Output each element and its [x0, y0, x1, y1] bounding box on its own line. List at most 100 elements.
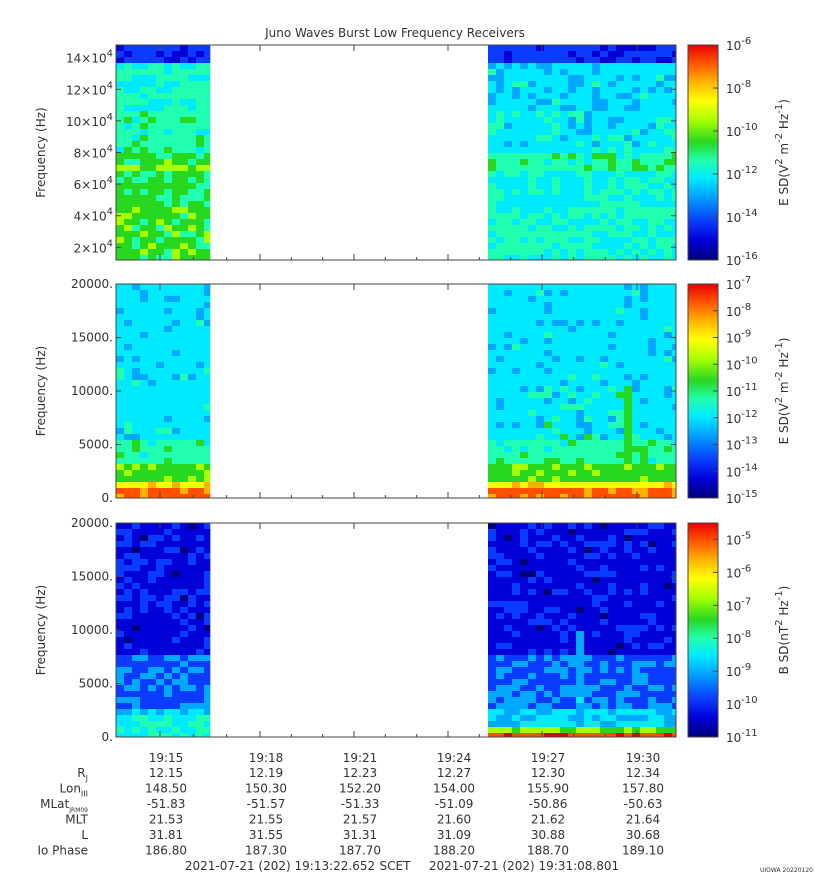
footer-start-time: 2021-07-21 (202) 19:13:22.652	[185, 859, 375, 873]
colorbar-tick-label: 10-10	[726, 355, 758, 372]
ephemeris-value: 12.15	[149, 766, 183, 780]
ephemeris-value: 157.80	[622, 782, 664, 796]
x-tick-label: 19:18	[249, 751, 284, 765]
x-tick-label: 19:27	[531, 751, 566, 765]
colorbar-tick-label: 10-5	[726, 530, 751, 547]
colorbar-tick-label: 10-6	[726, 36, 751, 53]
ephemeris-value: 12.19	[249, 766, 283, 780]
spectrogram-panels: 2×104 4×104 6×104 8×104 10×104 12×104 14×104 Fr…	[34, 36, 791, 745]
y-tick-label: 15000.	[71, 570, 113, 584]
colorbar-tick-label: 10-14	[726, 462, 758, 479]
colorbar-tick-label: 10-8	[726, 302, 751, 319]
ephemeris-table: RJ 12.15 12.19 12.23 12.27 12.30 12.34 LonIII 14…	[37, 766, 664, 858]
ephemeris-value: -51.57	[247, 797, 286, 811]
colorbar-tick-label: 10-11	[726, 728, 758, 745]
y-axis-label: Frequency (Hz)	[34, 107, 48, 198]
y-axis-label: Frequency (Hz)	[34, 346, 48, 437]
ephemeris-value: 188.20	[433, 844, 475, 858]
ephemeris-value: 31.09	[437, 828, 471, 842]
x-tick-label: 19:30	[626, 751, 661, 765]
panel-e-field-high: 2×104 4×104 6×104 8×104 10×104 12×104 14×104 Fr…	[34, 36, 791, 268]
colorbar-tick-label: 10-6	[726, 563, 751, 580]
y-tick-label: 5000.	[79, 438, 113, 452]
colorbar-tick-label: 10-8	[726, 79, 751, 96]
footer-stamp: UIOWA 20220120	[760, 867, 813, 874]
spectrogram-data-block-2	[488, 45, 677, 261]
ephemeris-value: 12.30	[531, 766, 565, 780]
ephemeris-value: 186.80	[145, 844, 187, 858]
ephemeris-value: 187.30	[245, 844, 287, 858]
colorbar-tick-label: 10-8	[726, 629, 751, 646]
y-axis-label: Frequency (Hz)	[34, 585, 48, 676]
y-tick-label: 14×104	[66, 49, 113, 66]
ephemeris-value: 21.53	[149, 813, 183, 827]
ephemeris-value: 152.20	[339, 782, 381, 796]
y-tick-label: 15000.	[71, 331, 113, 345]
y-tick-label: 8×104	[74, 144, 113, 161]
ephemeris-value: 150.30	[245, 782, 287, 796]
ephemeris-value: 30.88	[531, 828, 565, 842]
spectrogram-data-block-1	[116, 45, 211, 261]
colorbar-label: E SD(V2 m-2 Hz-1)	[774, 338, 791, 445]
ephemeris-value: -50.63	[624, 797, 663, 811]
y-tick-label: 10000.	[71, 384, 113, 398]
ephemeris-value: 30.68	[626, 828, 660, 842]
footer-end-time: 2021-07-21 (202) 19:31:08.801	[429, 859, 619, 873]
ephemeris-value: 155.90	[527, 782, 569, 796]
ephemeris-value: -51.33	[341, 797, 380, 811]
ephemeris-row-label: RJ	[77, 766, 88, 783]
spectrogram-data-block-2	[488, 523, 677, 738]
spectrogram-data-block-2	[488, 284, 677, 499]
ephemeris-value: 31.55	[249, 828, 283, 842]
spectrogram-data-block-1	[116, 523, 211, 738]
ephemeris-value: -51.83	[147, 797, 186, 811]
colorbar-tick-label: 10-14	[726, 208, 758, 225]
ephemeris-row-label: MLT	[65, 813, 88, 827]
ephemeris-value: 21.60	[437, 813, 471, 827]
ephemeris-value: -50.86	[529, 797, 568, 811]
ephemeris-value: 21.55	[249, 813, 283, 827]
colorbar-label: E SD(V2 m-2 Hz-1)	[774, 99, 791, 206]
footer-scet-label: SCET	[380, 859, 412, 873]
ephemeris-value: -51.09	[435, 797, 474, 811]
x-tick-label: 19:21	[343, 751, 378, 765]
y-tick-label: 5000.	[79, 677, 113, 691]
ephemeris-value: 12.23	[343, 766, 377, 780]
colorbar-tick-label: 10-10	[726, 695, 758, 712]
colorbar-tick-label: 10-10	[726, 122, 758, 139]
ephemeris-row-label: Io Phase	[37, 844, 88, 858]
y-tick-label: 10000.	[71, 623, 113, 637]
ephemeris-value: 12.27	[437, 766, 471, 780]
panel-b-field: 0. 5000. 10000. 15000. 20000. Frequency (Hz) 1…	[34, 516, 791, 745]
ephemeris-value: 21.64	[626, 813, 660, 827]
colorbar-tick-label: 10-13	[726, 436, 758, 453]
colorbar-tick-label: 10-15	[726, 489, 758, 506]
spectrogram-data-block-1	[116, 284, 211, 499]
ephemeris-row-label: MLatJRM09	[40, 797, 88, 814]
y-tick-label: 12×104	[66, 80, 113, 97]
colorbar-tick-label: 10-12	[726, 165, 758, 182]
ephemeris-value: 31.81	[149, 828, 183, 842]
y-tick-label: 4×104	[74, 207, 113, 224]
x-tick-label: 19:24	[437, 751, 472, 765]
x-tick-label: 19:15	[149, 751, 184, 765]
ephemeris-value: 188.70	[527, 844, 569, 858]
colorbar-label: B SD(nT2 Hz-1)	[774, 586, 791, 675]
ephemeris-value: 148.50	[145, 782, 187, 796]
y-tick-label: 2×104	[74, 238, 113, 255]
colorbar-tick-label: 10-7	[726, 275, 751, 292]
y-tick-label: 0.	[102, 491, 113, 505]
ephemeris-value: 21.57	[343, 813, 377, 827]
panel-e-field-low: 0. 5000. 10000. 15000. 20000. Frequency (Hz) 1…	[34, 275, 791, 506]
colorbar-tick-label: 10-9	[726, 329, 751, 346]
y-tick-label: 20000.	[71, 277, 113, 291]
colorbar-tick-label: 10-12	[726, 409, 758, 426]
colorbar	[687, 522, 719, 738]
colorbar-tick-label: 10-11	[726, 382, 758, 399]
ephemeris-row-label: LonIII	[60, 782, 89, 799]
footer: 2021-07-21 (202) 19:13:22.652 SCET 2021-…	[185, 859, 813, 874]
ephemeris-value: 187.70	[339, 844, 381, 858]
ephemeris-row-label: L	[81, 828, 88, 842]
y-tick-label: 6×104	[74, 175, 113, 192]
